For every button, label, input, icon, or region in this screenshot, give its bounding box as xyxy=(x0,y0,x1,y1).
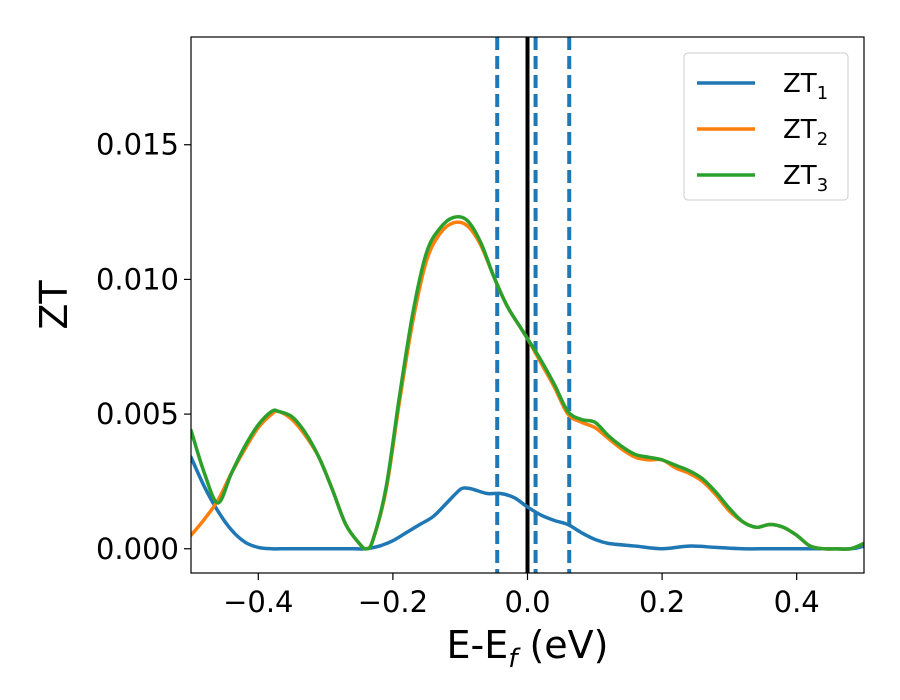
plot-lines xyxy=(191,37,864,573)
legend-label-zt1: ZT1 xyxy=(783,69,828,104)
y-tick-label: 0.005 xyxy=(96,397,179,431)
x-tick-label: −0.2 xyxy=(358,585,428,619)
x-axis-title: E-Ef (eV) xyxy=(447,623,609,674)
legend-box xyxy=(683,52,849,201)
y-tick-label: 0.000 xyxy=(96,532,179,566)
x-tick-label: 0.0 xyxy=(504,585,550,619)
x-tick-label: −0.4 xyxy=(223,585,293,619)
series-line-zt3 xyxy=(191,214,864,551)
legend-label-zt3: ZT3 xyxy=(783,161,828,196)
axis-ticks: −0.4 −0.2 0.0 0.2 0.4 0.000 0.005 0.010 0.015 xyxy=(96,128,820,619)
y-tick-label: 0.010 xyxy=(96,262,179,296)
x-tick-label: 0.2 xyxy=(639,585,685,619)
legend: ZT1 ZT2 ZT3 xyxy=(683,52,849,201)
series-line-zt1 xyxy=(191,455,864,551)
x-tick-label: 0.4 xyxy=(774,585,820,619)
y-tick-label: 0.015 xyxy=(96,128,179,162)
y-axis-title: ZT xyxy=(32,280,76,330)
legend-label-zt2: ZT2 xyxy=(783,115,828,150)
